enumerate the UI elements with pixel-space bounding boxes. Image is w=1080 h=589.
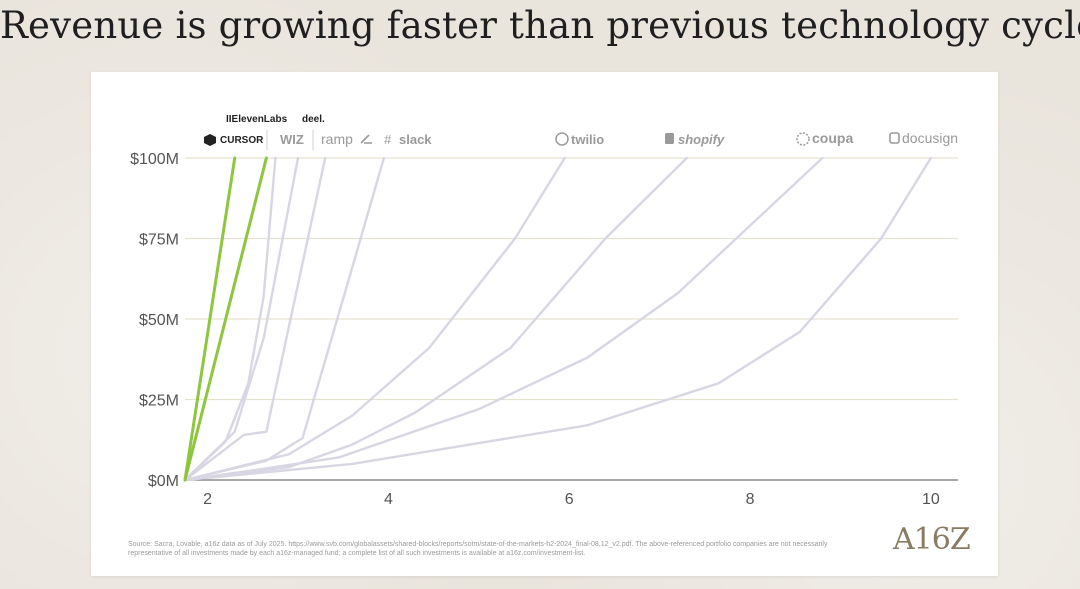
series-line-docusign — [183, 156, 933, 482]
logo-docusign-label: docusign — [902, 130, 958, 146]
logo-elevenlabs-label: IIElevenLabs — [226, 114, 288, 125]
x-tick-label: 10 — [922, 491, 940, 508]
logo-wiz: WIZ — [280, 132, 304, 147]
series-line-deel — [183, 156, 300, 482]
y-tick-label: $25M — [139, 393, 179, 410]
slack-icon: # — [384, 132, 392, 147]
logo-ramp-label: ramp — [321, 131, 353, 147]
y-tick-label: $0M — [148, 473, 179, 490]
logo-twilio: twilio — [555, 132, 604, 147]
twilio-icon — [555, 132, 569, 146]
y-tick-label: $75M — [139, 232, 179, 249]
logo-elevenlabs: IIElevenLabs — [226, 114, 288, 125]
series-line-ramp — [183, 156, 327, 482]
logo-cursor-label: CURSOR — [220, 135, 264, 146]
y-tick-label: $100M — [130, 151, 179, 168]
a16z-logo: A16Z — [893, 522, 971, 557]
logo-deel: deel. — [302, 114, 325, 125]
logo-coupa: coupa — [796, 130, 853, 146]
slide-title: Revenue is growing faster than previous … — [0, 4, 1080, 47]
logo-docusign: docusign — [889, 130, 958, 146]
logo-slack: # slack — [384, 132, 432, 147]
logo-shopify-label: shopify — [678, 132, 725, 147]
series-line-coupa — [183, 156, 824, 482]
series-line-twilio — [183, 156, 566, 482]
logo-shopify: shopify — [665, 132, 725, 147]
x-tick-label: 4 — [384, 491, 393, 508]
coupa-icon — [796, 132, 810, 146]
series-line-cursor — [183, 156, 237, 482]
logo-deel-label: deel. — [302, 114, 325, 125]
logo-ramp: ramp — [321, 131, 372, 147]
logo-cursor: CURSOR — [204, 134, 264, 146]
logo-wiz-label: WIZ — [280, 132, 304, 147]
chart-card: $0M $25M $50M $75M $100M 2 4 6 8 10 IIElevenLabs… — [91, 72, 998, 576]
source-footnote: Source: Sacra, Lovable, a16z data as of … — [128, 541, 828, 557]
series-line-elevenlabs — [183, 156, 268, 482]
y-tick-label: $50M — [139, 312, 179, 329]
logo-coupa-label: coupa — [812, 130, 853, 146]
shopify-icon — [665, 133, 674, 144]
cursor-icon — [204, 134, 216, 146]
x-tick-label: 6 — [565, 491, 574, 508]
logo-twilio-label: twilio — [571, 132, 604, 147]
series-line-shopify — [183, 156, 688, 482]
revenue-growth-chart: $0M $25M $50M $75M $100M 2 4 6 8 10 IIElevenLabs… — [130, 114, 958, 508]
docusign-icon — [889, 132, 900, 144]
logo-slack-label: slack — [399, 132, 432, 147]
x-tick-label: 2 — [203, 491, 212, 508]
x-tick-label: 8 — [746, 491, 755, 508]
ramp-icon — [360, 134, 372, 144]
